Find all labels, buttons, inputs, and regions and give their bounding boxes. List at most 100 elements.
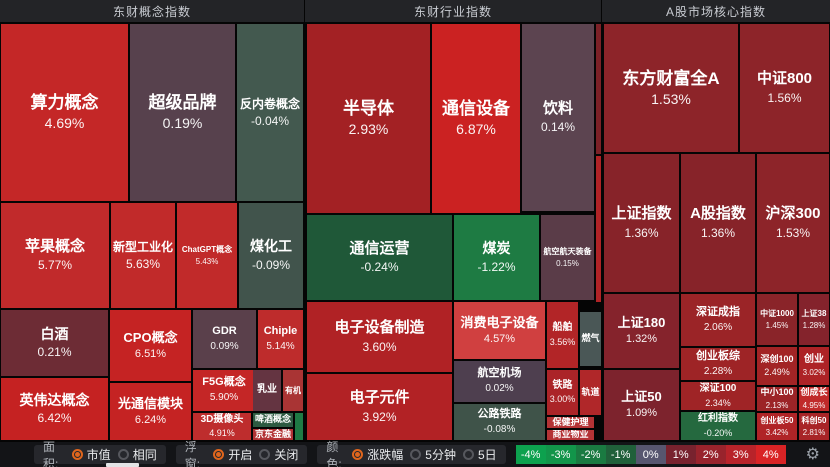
radio-icon[interactable] [117, 449, 129, 460]
tile-change: 0.14% [540, 120, 576, 135]
treemap-tile[interactable]: 英伟达概念 6.42% [1, 378, 108, 440]
tile-change: 6.51% [134, 347, 167, 360]
tile-label: 半导体 [343, 99, 394, 119]
treemap-tile[interactable]: 创业板综 2.28% [681, 348, 755, 380]
tile-change: 1.53% [775, 225, 811, 240]
tile-label: 上证38 [801, 308, 827, 318]
tile-label: 创业板综 [696, 349, 740, 362]
treemap-tile[interactable]: 燃气 [580, 312, 601, 366]
treemap-tile[interactable]: 乳业 [253, 370, 281, 411]
tile-label: 算力概念 [30, 93, 99, 113]
treemap-tile[interactable]: CPO概念 6.51% [110, 310, 191, 381]
treemap-tile[interactable]: 半导体 2.93% [307, 24, 430, 213]
treemap-tile[interactable]: 通信运营 -0.24% [307, 215, 452, 300]
treemap-tile[interactable]: 反内卷概念 -0.04% [237, 24, 303, 201]
treemap-tile[interactable]: 上证180 1.32% [604, 294, 679, 368]
treemap-tile[interactable]: 光通信模块 6.24% [110, 383, 191, 440]
treemap-tile[interactable]: 消费电子设备 4.57% [454, 302, 545, 359]
radio-option[interactable]: 市值 [71, 446, 111, 463]
tile-label: 煤炭 [482, 240, 511, 257]
treemap-tile[interactable]: 电子设备制造 3.60% [307, 302, 452, 372]
treemap-tile[interactable]: 苹果概念 5.77% [1, 203, 109, 308]
treemap-tile[interactable]: GDR 0.09% [193, 310, 256, 368]
tile-label: 燃气 [581, 333, 600, 344]
treemap-tile[interactable]: 沪深300 1.53% [757, 154, 829, 292]
treemap-tile[interactable]: 电子元件 3.92% [307, 374, 452, 440]
treemap-tile[interactable] [596, 24, 601, 154]
treemap-tile[interactable] [596, 156, 601, 302]
radio-icon[interactable] [352, 449, 364, 460]
radio-option[interactable]: 相同 [117, 446, 157, 463]
tile-change: 2.34% [705, 397, 731, 408]
radio-icon[interactable] [213, 449, 225, 460]
treemap-tile[interactable]: 东方财富全A 1.53% [604, 24, 738, 152]
treemap-tile[interactable]: 京东金融 [253, 429, 293, 440]
tile-change: 4.57% [483, 332, 516, 345]
radio-icon[interactable] [410, 449, 422, 460]
treemap-tile[interactable]: 航空机场 0.02% [454, 361, 545, 402]
treemap-tile[interactable]: 航空航天装备 0.15% [541, 215, 594, 300]
radio-option[interactable]: 5日 [462, 446, 497, 463]
treemap-tile[interactable]: 创业 3.02% [799, 347, 829, 385]
tile-label: 公路铁路 [477, 407, 522, 420]
treemap-tile[interactable] [295, 413, 303, 440]
treemap-tile[interactable]: 白酒 0.21% [1, 310, 108, 376]
treemap-tile[interactable]: 上证50 1.09% [604, 370, 679, 440]
treemap-tile[interactable]: 科创50 2.81% [799, 413, 829, 440]
treemap-tile[interactable]: 新型工业化 5.63% [111, 203, 175, 308]
treemap-tile[interactable]: 啤酒概念 [253, 413, 293, 427]
treemap-tile[interactable]: 煤炭 -1.22% [454, 215, 539, 300]
treemap-tile[interactable]: 中证1000 1.45% [757, 294, 797, 345]
treemap-tile[interactable]: 轨道 [580, 370, 601, 415]
treemap-tile[interactable]: ChatGPT概念 5.43% [177, 203, 237, 308]
treemap-tile[interactable]: 创业板50 3.42% [757, 413, 797, 440]
tile-label: 深证成指 [696, 305, 740, 318]
scale-step: 4% [755, 445, 786, 464]
treemap-tile[interactable]: 煤化工 -0.09% [239, 203, 303, 308]
radio-option[interactable]: 涨跌幅 [352, 446, 403, 463]
treemap-tile[interactable]: 通信设备 6.87% [432, 24, 520, 213]
treemap-tile[interactable]: 上证指数 1.36% [604, 154, 679, 292]
treemap-tile[interactable]: 超级品牌 0.19% [130, 24, 235, 201]
treemap-tile[interactable]: 中小100 2.13% [757, 387, 797, 411]
treemap-tile[interactable]: 商业物业 [547, 430, 594, 440]
tile-label: 啤酒概念 [254, 414, 291, 425]
treemap-tile[interactable]: A股指数 1.36% [681, 154, 755, 292]
radio-label: 市值 [86, 448, 111, 462]
radio-option[interactable]: 5分钟 [410, 446, 456, 463]
tile-change: 3.92% [362, 409, 397, 424]
color-scale-legend: -4% -3% -2% -1% 0% 1% 2% 3% 4% [515, 445, 786, 464]
treemap-tile[interactable]: F5G概念 5.90% [193, 370, 255, 411]
treemap-tile[interactable]: 上证38 1.28% [799, 294, 829, 345]
treemap-tile[interactable]: 算力概念 4.69% [1, 24, 128, 201]
tile-label: 创成长 [800, 387, 828, 398]
treemap-tile[interactable]: 深证成指 2.06% [681, 294, 755, 346]
treemap-tile[interactable]: 创成长 4.95% [799, 387, 829, 411]
tile-label: 创业 [804, 353, 824, 365]
treemap-tile[interactable]: 有机 [283, 370, 303, 411]
tile-label: 科创50 [801, 415, 827, 425]
radio-icon[interactable] [71, 449, 83, 460]
treemap-tile[interactable]: Chiple 5.14% [258, 310, 303, 368]
tile-change: 0.02% [485, 383, 514, 395]
settings-gear-icon[interactable]: ⚙ [805, 445, 820, 463]
treemap-tile[interactable]: 饮料 0.14% [522, 24, 594, 211]
treemap-tile[interactable]: 铁路 3.00% [547, 370, 578, 415]
radio-icon[interactable] [462, 449, 474, 460]
treemap-tile[interactable]: 红利指数 -0.20% [681, 412, 755, 440]
treemap-tile[interactable]: 中证800 1.56% [740, 24, 829, 152]
toolbar-group: 面积: 市值 相同 [34, 440, 166, 467]
treemap-tile[interactable]: 深证100 2.34% [681, 382, 755, 410]
tile-label: A股指数 [690, 205, 746, 223]
tile-change: 5.77% [37, 258, 73, 273]
radio-option[interactable]: 关闭 [259, 446, 298, 463]
treemap-tile[interactable]: 3D摄像头 4.91% [193, 413, 251, 440]
radio-icon[interactable] [259, 449, 271, 460]
treemap-tile[interactable]: 公路铁路 -0.08% [454, 404, 545, 440]
treemap-tile[interactable]: 船舶 3.56% [547, 302, 578, 368]
tile-label: 中证1000 [760, 308, 794, 318]
radio-option[interactable]: 开启 [213, 446, 252, 463]
treemap-tile[interactable]: 保健护理 [547, 417, 594, 428]
tile-label: 反内卷概念 [239, 96, 300, 111]
treemap-tile[interactable]: 深创100 2.49% [757, 347, 797, 385]
